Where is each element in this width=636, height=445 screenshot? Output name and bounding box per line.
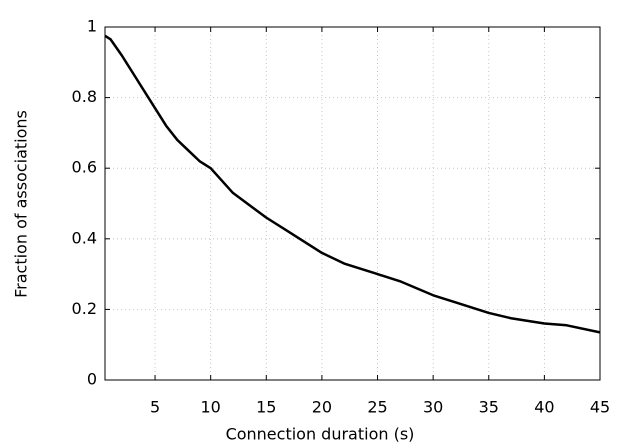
x-tick-label: 15 [256,398,276,417]
y-tick-label: 1 [87,17,97,36]
y-tick-label: 0.8 [72,87,97,106]
x-tick-label: 35 [479,398,499,417]
x-tick-label: 10 [200,398,220,417]
data-line [104,34,601,334]
y-tick-label: 0.2 [72,299,97,318]
x-axis-label: Connection duration (s) [226,425,415,444]
x-tick-label: 40 [534,398,554,417]
x-tick-label: 45 [590,398,610,417]
x-tick-label: 5 [150,398,160,417]
y-tick-label: 0 [87,370,97,389]
y-tick-label: 0.4 [72,228,97,247]
x-tick-label: 30 [423,398,443,417]
plot-frame [104,26,601,381]
x-tick-label: 20 [312,398,332,417]
y-axis-label: Fraction of associations [12,110,31,298]
x-tick-label: 25 [367,398,387,417]
y-tick-label: 0.6 [72,158,97,177]
